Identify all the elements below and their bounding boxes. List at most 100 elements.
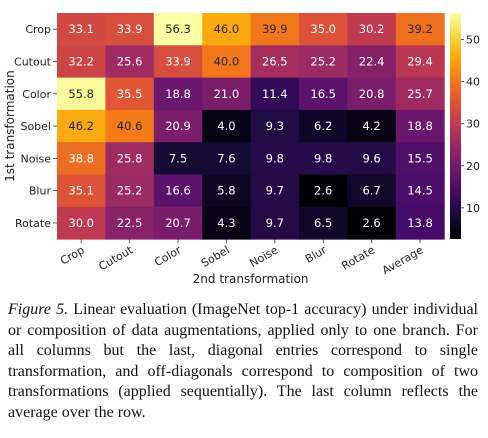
colorbar-tick-label: 50 bbox=[466, 34, 480, 47]
column-tick-label: Noise bbox=[247, 243, 280, 270]
cell-value-label: 4.3 bbox=[217, 216, 235, 230]
heatmap-cell bbox=[347, 109, 397, 143]
heatmap-cell bbox=[395, 13, 445, 46]
cell-value-label: 2.6 bbox=[314, 184, 332, 198]
heatmap-cell bbox=[250, 142, 300, 175]
heatmap-cell bbox=[347, 13, 397, 46]
heatmap-cell bbox=[250, 45, 300, 79]
heatmap-cells: 33.1 33.9 56.3 46.0 39.9 35.0 30.2 39.2 32.2 25.6… bbox=[57, 13, 445, 240]
heatmap-cell bbox=[57, 174, 106, 208]
heatmap-cell bbox=[202, 77, 252, 111]
heatmap-cell bbox=[57, 45, 106, 79]
cell-value-label: 21.0 bbox=[214, 87, 240, 101]
column-tick-label: Blur bbox=[303, 243, 329, 266]
column-tick-label: Sobel bbox=[199, 243, 232, 270]
row-tick-label: Rotate bbox=[15, 217, 51, 230]
heatmap-cell bbox=[347, 45, 397, 79]
heatmap-cell bbox=[105, 142, 155, 175]
heatmap-cell bbox=[299, 142, 348, 175]
heatmap-cell bbox=[250, 77, 300, 111]
cell-value-label: 14.5 bbox=[407, 184, 433, 198]
heatmap-cell bbox=[153, 206, 203, 240]
cell-value-label: 20.7 bbox=[165, 216, 191, 230]
heatmap-cell bbox=[153, 174, 203, 208]
cell-value-label: 35.0 bbox=[310, 22, 336, 36]
heatmap-cell bbox=[299, 13, 348, 46]
row-tick-label: Color bbox=[22, 88, 51, 101]
cell-value-label: 13.8 bbox=[407, 216, 433, 230]
heatmap-figure: 33.1 33.9 56.3 46.0 39.9 35.0 30.2 39.2 32.2 25.6… bbox=[3, 13, 480, 286]
heatmap-cell bbox=[202, 45, 252, 79]
cell-value-label: 9.7 bbox=[266, 184, 284, 198]
cell-value-label: 35.1 bbox=[68, 184, 94, 198]
cell-value-label: 33.9 bbox=[117, 22, 143, 36]
cell-value-label: 46.2 bbox=[68, 119, 94, 133]
heatmap-cell bbox=[153, 109, 203, 143]
row-tick-labels: Crop Cutout Color Sobel Noise Blur Rotate bbox=[14, 23, 57, 230]
row-tick-label: Sobel bbox=[20, 120, 51, 133]
colorbar-tick-label: 40 bbox=[466, 76, 480, 89]
column-tick-label: Average bbox=[380, 243, 426, 277]
cell-value-label: 4.0 bbox=[217, 119, 235, 133]
heatmap-cell bbox=[202, 142, 252, 175]
colorbar-gradient bbox=[450, 13, 461, 239]
cell-value-label: 22.5 bbox=[117, 216, 143, 230]
cell-value-label: 9.8 bbox=[314, 151, 332, 165]
heatmap-cell bbox=[202, 174, 252, 208]
heatmap-cell bbox=[105, 174, 155, 208]
heatmap-cell bbox=[105, 206, 155, 240]
figure-caption: Figure 5. Linear evaluation (ImageNet to… bbox=[8, 300, 478, 424]
caption-lead: Figure 5. bbox=[8, 301, 69, 318]
cell-value-label: 2.6 bbox=[362, 216, 380, 230]
heatmap-cell bbox=[57, 109, 106, 143]
cell-value-label: 38.8 bbox=[68, 151, 94, 165]
heatmap-cell bbox=[153, 13, 203, 46]
cell-value-label: 11.4 bbox=[262, 87, 288, 101]
heatmap-cell bbox=[299, 77, 348, 111]
heatmap-cell bbox=[57, 13, 106, 46]
x-axis-label: 2nd transformation bbox=[193, 272, 309, 286]
cell-value-label: 16.5 bbox=[310, 87, 336, 101]
heatmap-cell bbox=[299, 206, 348, 240]
heatmap-cell bbox=[57, 142, 106, 175]
cell-value-label: 46.0 bbox=[214, 22, 240, 36]
heatmap-cell bbox=[347, 174, 397, 208]
heatmap-cell bbox=[202, 109, 252, 143]
row-tick-label: Noise bbox=[20, 152, 51, 165]
cell-value-label: 18.8 bbox=[407, 119, 433, 133]
heatmap-cell bbox=[153, 77, 203, 111]
heatmap-cell bbox=[57, 77, 106, 111]
cell-value-label: 39.2 bbox=[407, 22, 433, 36]
cell-value-label: 25.2 bbox=[310, 54, 336, 68]
cell-value-label: 18.8 bbox=[165, 87, 191, 101]
cell-value-label: 6.7 bbox=[362, 184, 380, 198]
cell-value-label: 9.7 bbox=[266, 216, 284, 230]
row-tick-label: Crop bbox=[25, 23, 51, 36]
cell-value-label: 32.2 bbox=[68, 54, 94, 68]
heatmap-cell bbox=[202, 206, 252, 240]
cell-value-label: 26.5 bbox=[262, 54, 288, 68]
cell-value-label: 25.7 bbox=[407, 87, 433, 101]
heatmap-cell bbox=[153, 142, 203, 175]
cell-value-label: 40.0 bbox=[214, 54, 240, 68]
cell-value-label: 25.8 bbox=[117, 151, 143, 165]
cell-value-label: 16.6 bbox=[165, 184, 191, 198]
heatmap-cell bbox=[250, 206, 300, 240]
cell-value-label: 30.0 bbox=[68, 216, 94, 230]
cell-value-label: 35.5 bbox=[117, 87, 143, 101]
heatmap-cell bbox=[202, 13, 252, 46]
colorbar-tick-label: 10 bbox=[466, 202, 480, 215]
heatmap-cell bbox=[250, 109, 300, 143]
heatmap-cell bbox=[395, 77, 445, 111]
colorbar-ticks: 10 20 30 40 50 bbox=[461, 34, 480, 215]
column-tick-label: Color bbox=[152, 243, 184, 269]
cell-value-label: 7.5 bbox=[169, 151, 187, 165]
cell-value-label: 20.9 bbox=[165, 119, 191, 133]
heatmap-cell bbox=[347, 206, 397, 240]
heatmap-cell bbox=[57, 206, 106, 240]
cell-value-label: 55.8 bbox=[68, 87, 94, 101]
cell-value-label: 6.5 bbox=[314, 216, 332, 230]
heatmap-cell bbox=[395, 109, 445, 143]
cell-value-label: 33.1 bbox=[68, 22, 94, 36]
heatmap-cell bbox=[105, 109, 155, 143]
